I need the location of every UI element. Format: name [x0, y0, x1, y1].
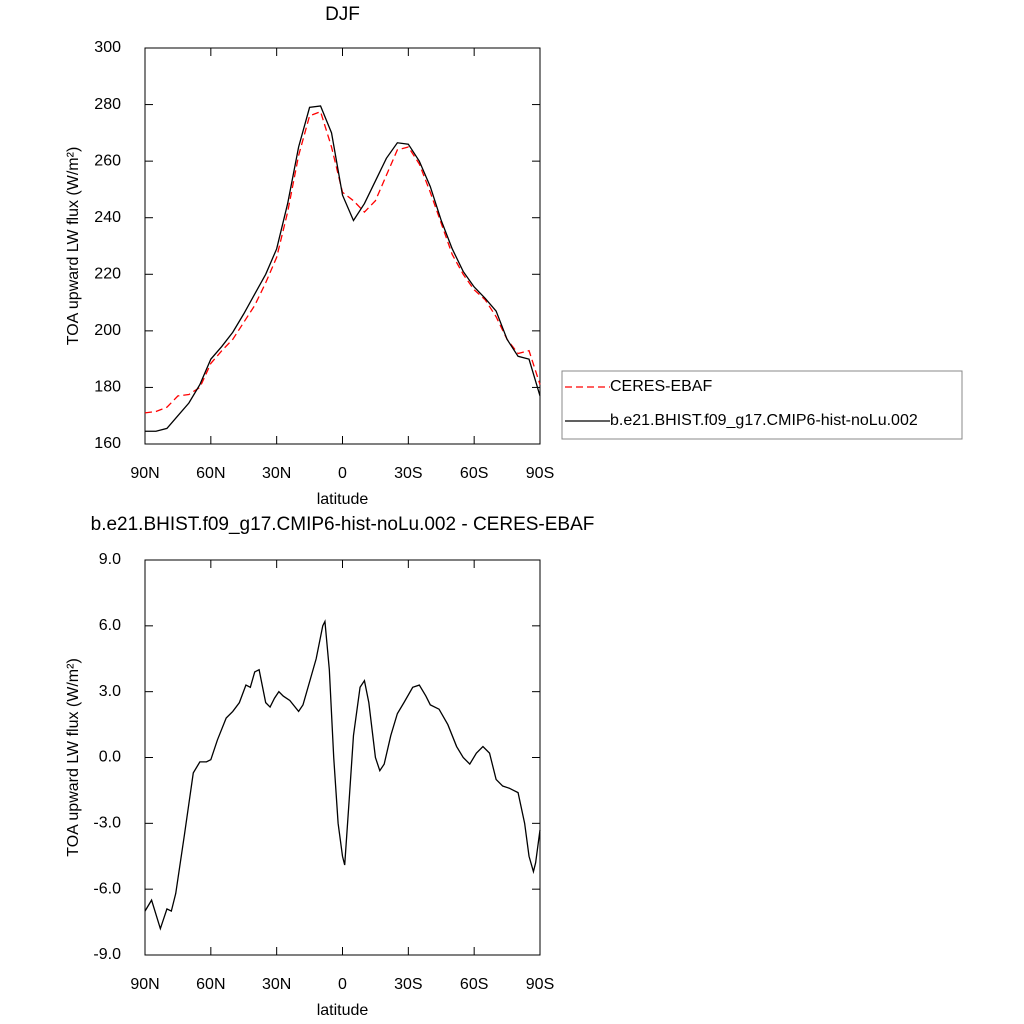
x-tick-label: 0: [338, 465, 347, 482]
y-tick-label: 0.0: [99, 749, 121, 766]
legend-label: b.e21.BHIST.f09_g17.CMIP6-hist-noLu.002: [610, 412, 918, 429]
x-tick-label: 30S: [394, 976, 422, 993]
y-axis-label: TOA upward LW flux (W/m²): [65, 658, 82, 857]
plot-frame: [144, 47, 541, 445]
plot-frame: [144, 559, 541, 956]
data-line: [145, 105, 541, 432]
x-tick-label: 30N: [262, 976, 291, 993]
legend-label: CERES-EBAF: [610, 378, 712, 395]
y-axis-label: TOA upward LW flux (W/m²): [65, 147, 82, 346]
y-tick-label: 280: [94, 96, 121, 113]
x-tick-label: 30S: [394, 465, 422, 482]
x-tick-label: 90N: [130, 976, 159, 993]
chart-title: b.e21.BHIST.f09_g17.CMIP6-hist-noLu.002 …: [91, 514, 595, 535]
data-line: [144, 619, 541, 931]
y-tick-label: 260: [94, 152, 121, 169]
x-axis-label: latitude: [317, 491, 369, 508]
chart-title: DJF: [325, 4, 360, 25]
x-tick-label: 30N: [262, 465, 291, 482]
x-tick-label: 90N: [130, 465, 159, 482]
x-tick-label: 0: [338, 976, 347, 993]
x-tick-label: 60S: [460, 976, 488, 993]
y-tick-label: -6.0: [93, 880, 121, 897]
y-tick-label: 200: [94, 322, 121, 339]
y-tick-label: 220: [94, 266, 121, 283]
x-axis-label: latitude: [317, 1002, 369, 1019]
y-tick-label: 180: [94, 379, 121, 396]
y-tick-label: 240: [94, 209, 121, 226]
y-tick-label: -9.0: [93, 946, 121, 963]
y-tick-label: 3.0: [99, 683, 121, 700]
x-tick-label: 90S: [526, 465, 554, 482]
x-tick-label: 60N: [196, 976, 225, 993]
y-tick-label: 300: [94, 39, 121, 56]
y-tick-label: 9.0: [99, 551, 121, 568]
x-tick-label: 60N: [196, 465, 225, 482]
x-tick-label: 60S: [460, 465, 488, 482]
data-line: [144, 110, 541, 414]
x-tick-label: 90S: [526, 976, 554, 993]
legend-box: [561, 370, 963, 440]
y-tick-label: 160: [94, 435, 121, 452]
y-tick-label: -3.0: [93, 815, 121, 832]
y-tick-label: 6.0: [99, 617, 121, 634]
